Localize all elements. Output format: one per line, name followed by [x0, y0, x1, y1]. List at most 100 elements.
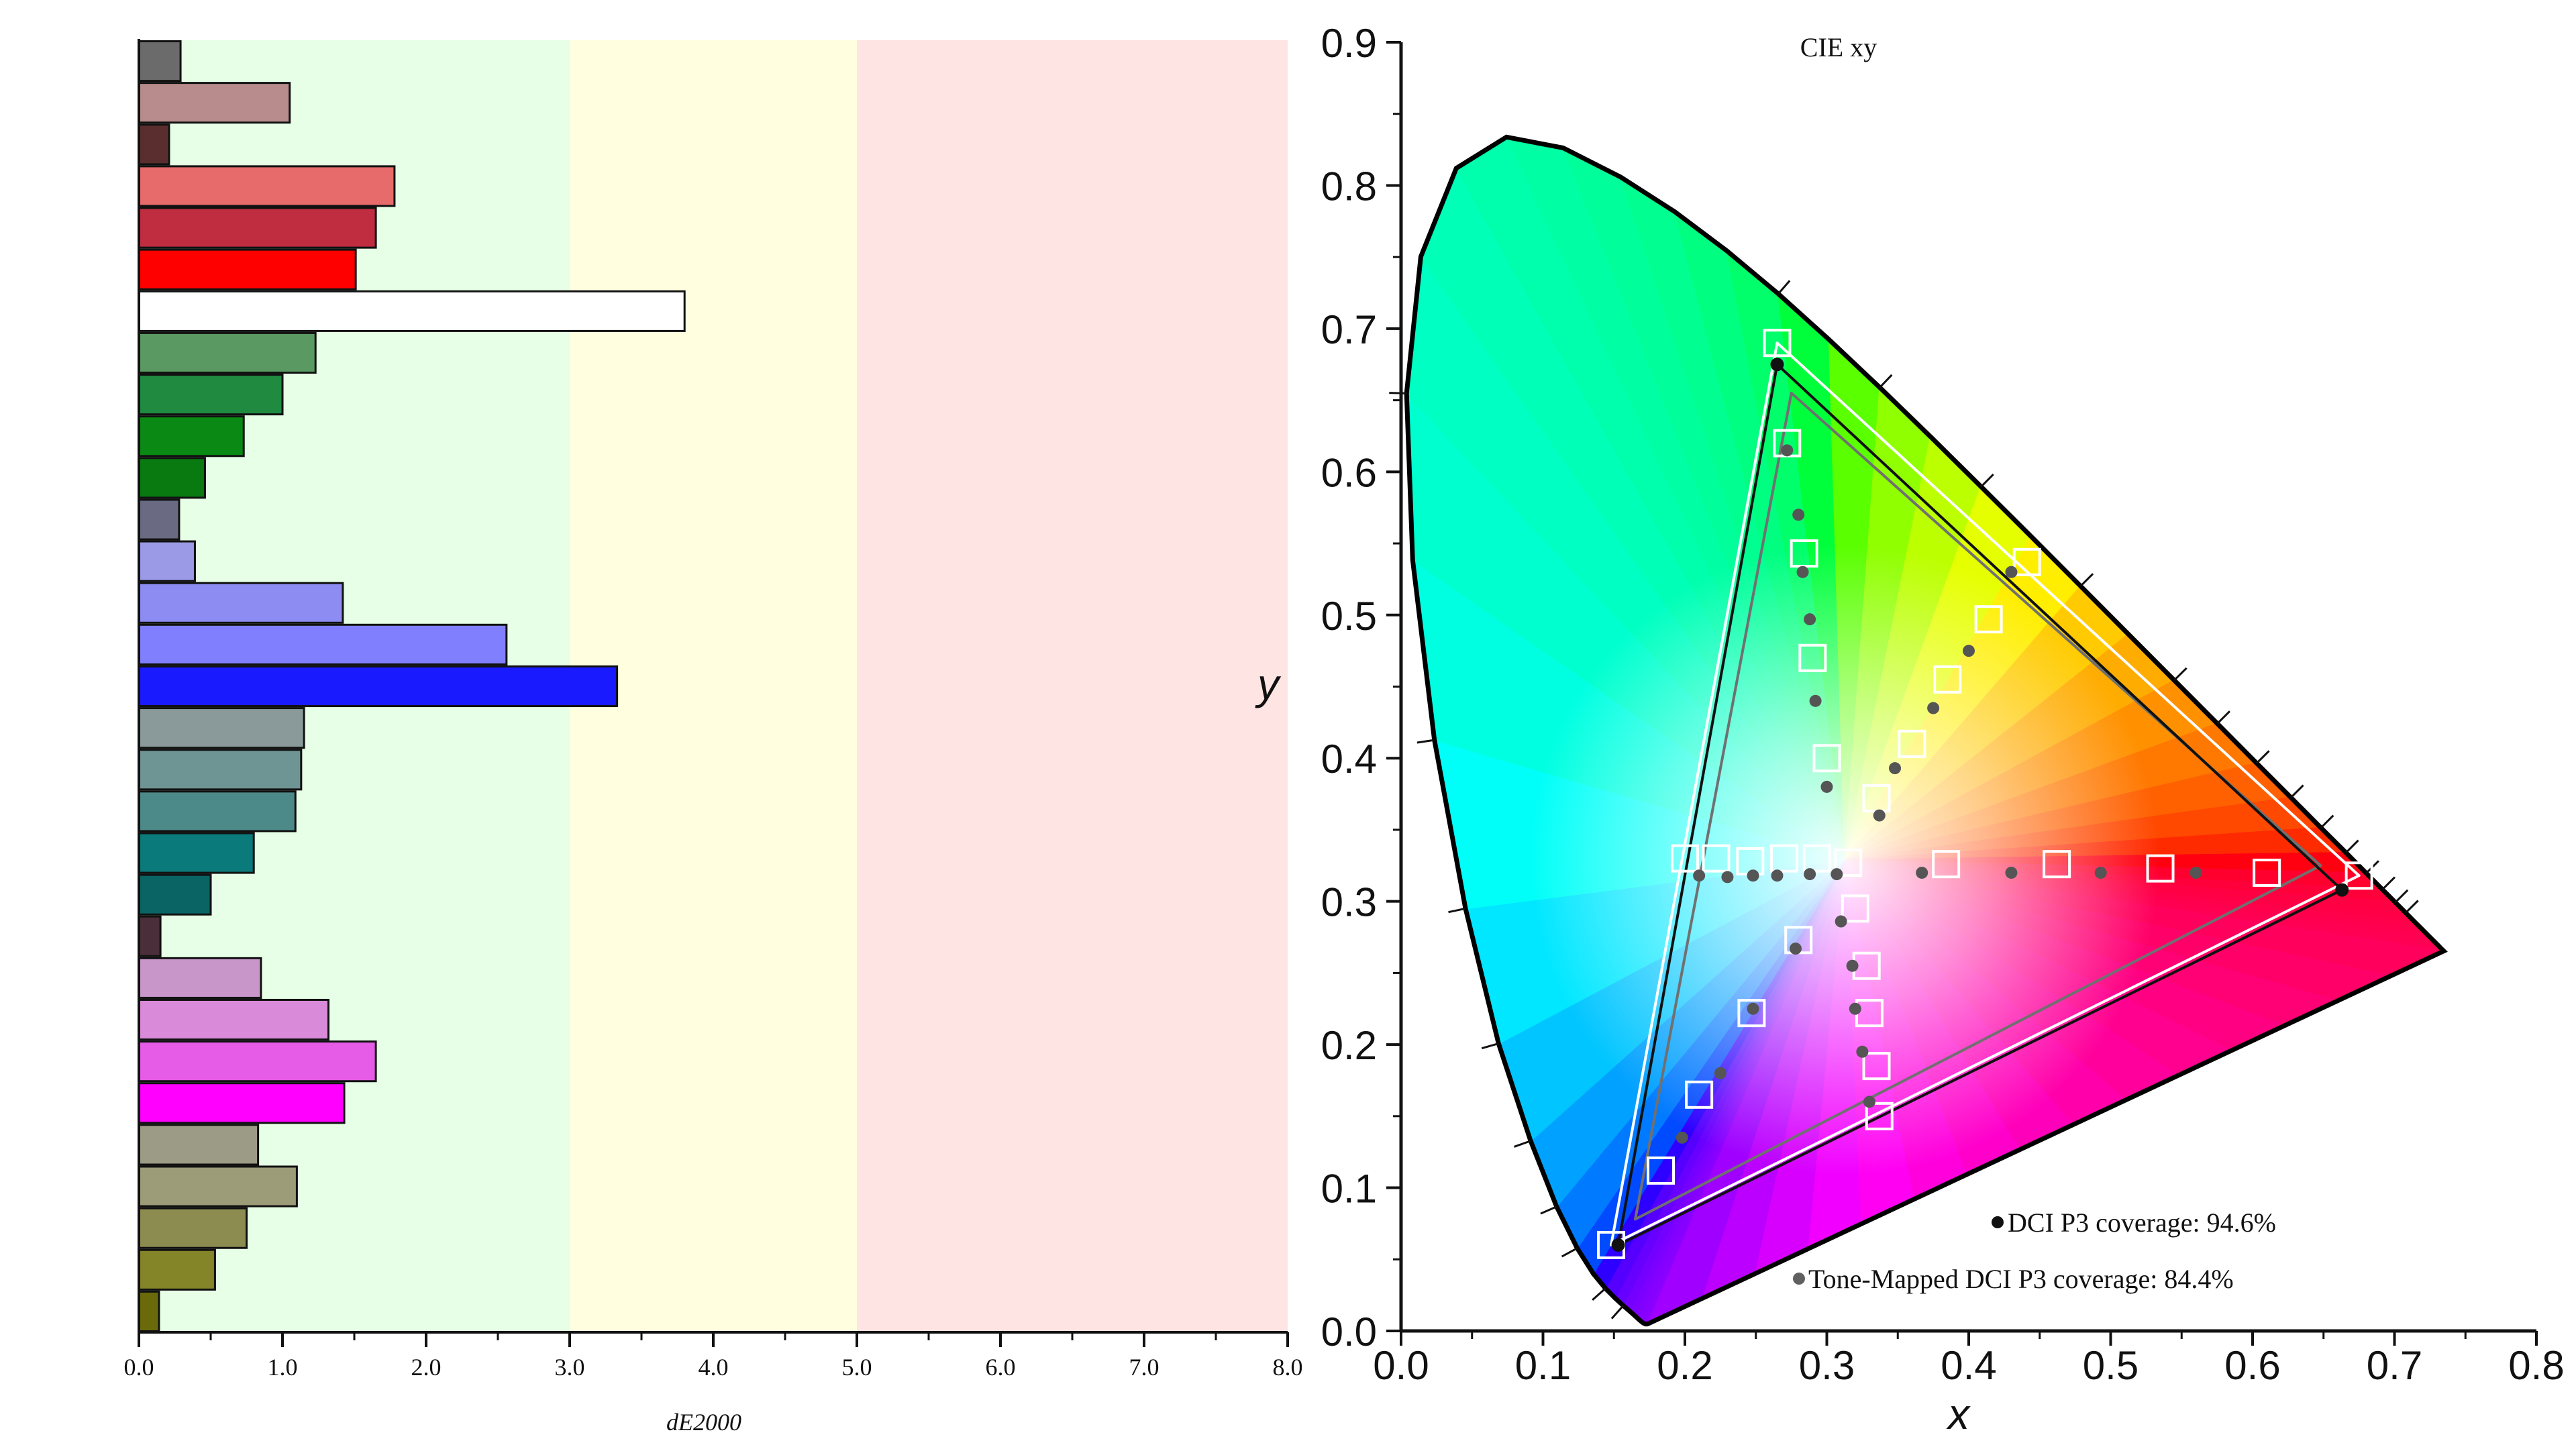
- target-square-27: [1865, 1102, 1894, 1130]
- measured-point-7: [2005, 566, 2018, 578]
- target-square-16: [1702, 844, 1731, 873]
- measured-point-29: [1863, 1095, 1875, 1108]
- bar-19: [138, 832, 255, 874]
- bar-x-tick-label-6: 6.0: [986, 1354, 1016, 1381]
- bar-12: [138, 540, 196, 582]
- measured-points: [1611, 358, 2349, 1252]
- measured-point-17: [1693, 869, 1706, 882]
- bar-11: [138, 498, 181, 541]
- cie-y-tick-label-2: 0.2: [1321, 1023, 1377, 1068]
- gamut-target-white: [1610, 341, 2361, 1246]
- bar-27: [138, 1165, 298, 1208]
- legend: DCI P3 coverage: 94.6% Tone-Mapped DCI P…: [1793, 1208, 2276, 1294]
- wavelength-tick-9: [1778, 280, 1791, 295]
- measured-point-26: [1747, 1002, 1759, 1015]
- cie-x-tick-label-3: 0.3: [1799, 1343, 1855, 1388]
- bar-18: [138, 790, 297, 833]
- de2000-bar-chart: 0.0 1.0 2.0 3.0 4.0 5.0 6.0 7.0 8.0 dE2000: [124, 39, 1303, 1436]
- wavelength-ticks: [1389, 280, 2419, 1320]
- target-square-14: [1932, 850, 1961, 879]
- wavelength-tick-4: [1514, 1140, 1531, 1148]
- bar-10: [138, 457, 206, 499]
- target-square-13: [2043, 850, 2071, 879]
- wavelength-tick-20: [2381, 876, 2396, 891]
- measured-point-8: [1963, 645, 1975, 657]
- measured-point-15: [2005, 866, 2018, 879]
- bar-24: [138, 1040, 377, 1083]
- wavelength-tick-11: [1980, 474, 1994, 488]
- target-square-6: [1974, 605, 2003, 634]
- measured-point-28: [1835, 915, 1847, 928]
- measured-point-6: [1820, 780, 1833, 793]
- gamut-tone-mapped: [1633, 391, 2322, 1221]
- measured-point-27: [1789, 943, 1802, 955]
- primary-point-2: [1611, 1238, 1625, 1252]
- bar-0: [138, 40, 182, 83]
- target-square-4: [1812, 744, 1841, 773]
- legend-marker-dci-p3: [1992, 1216, 2004, 1228]
- target-square-11: [2253, 858, 2281, 887]
- measured-point-16: [1916, 866, 1928, 879]
- bar-x-tick-label-3: 3.0: [555, 1354, 585, 1381]
- spectral-locus-outline: [1404, 134, 2448, 1327]
- measured-point-1: [1781, 444, 1794, 457]
- target-square-24: [1737, 999, 1766, 1028]
- cie-x-ticks: 0.0 0.1 0.2 0.3 0.4 0.5 0.6 0.7 0.8: [1373, 1331, 2565, 1388]
- target-square-3: [1798, 643, 1827, 672]
- cie-y-tick-label-8: 0.8: [1321, 164, 1377, 209]
- measured-point-20: [1771, 869, 1784, 882]
- bar-x-tick-label-8: 8.0: [1273, 1354, 1303, 1381]
- bar-22: [138, 957, 262, 999]
- wavelength-tick-5: [1481, 1042, 1499, 1050]
- measured-point-30: [1856, 1045, 1869, 1058]
- wavelength-tick-8: [1389, 392, 1407, 394]
- bar-5: [138, 248, 357, 290]
- cie-y-axis-label: y: [1255, 660, 1282, 708]
- measured-point-18: [1721, 871, 1734, 883]
- bar-20: [138, 873, 212, 916]
- bar-28: [138, 1207, 248, 1249]
- cie-x-tick-label-0: 0.0: [1373, 1343, 1429, 1388]
- cie-x-tick-label-1: 0.1: [1515, 1343, 1571, 1388]
- measured-point-14: [2094, 866, 2107, 879]
- cie-x-tick-label-6: 0.6: [2224, 1343, 2280, 1388]
- bar-30: [138, 1290, 160, 1333]
- bar-6: [138, 290, 686, 332]
- target-square-22: [1647, 1156, 1676, 1185]
- target-squares: [1597, 329, 2373, 1259]
- bar-4: [138, 207, 377, 249]
- wavelength-tick-12: [2079, 573, 2094, 587]
- cie-y-tick-label-1: 0.1: [1321, 1167, 1377, 1212]
- target-square-0: [1763, 329, 1792, 358]
- legend-entry-dci-p3: DCI P3 coverage: 94.6%: [2008, 1208, 2276, 1238]
- measured-point-4: [1804, 613, 1816, 626]
- primary-point-0: [1770, 358, 1784, 372]
- bar-25: [138, 1082, 346, 1124]
- cie-y-tick-label-7: 0.7: [1321, 307, 1377, 352]
- bar-9: [138, 415, 245, 458]
- bar-x-tick-label-5: 5.0: [842, 1354, 872, 1381]
- target-square-10: [2345, 861, 2373, 890]
- measured-point-2: [1792, 508, 1805, 521]
- gamut-reference: [1616, 363, 2344, 1246]
- bar-21: [138, 915, 162, 957]
- bar-x-ticks: 0.0 1.0 2.0 3.0 4.0 5.0 6.0 7.0 8.0: [124, 1332, 1303, 1381]
- target-square-23: [1685, 1080, 1714, 1109]
- measured-point-13: [2189, 866, 2202, 879]
- bar-14: [138, 623, 508, 665]
- bar-7: [138, 331, 317, 374]
- target-square-18: [1770, 844, 1799, 873]
- bar-3: [138, 165, 396, 207]
- wavelength-tick-3: [1540, 1205, 1557, 1215]
- bar-x-tick-label-1: 1.0: [268, 1354, 298, 1381]
- cie-x-tick-label-8: 0.8: [2508, 1343, 2564, 1388]
- cie-x-tick-label-4: 0.4: [1941, 1343, 1996, 1388]
- cie-x-tick-label-2: 0.2: [1657, 1343, 1712, 1388]
- target-square-28: [1862, 1052, 1891, 1081]
- bar-29: [138, 1248, 216, 1291]
- bar-23: [138, 998, 329, 1041]
- chart-title: CIE xy: [1800, 32, 1877, 62]
- cie-y-tick-label-3: 0.3: [1321, 880, 1377, 925]
- wavelength-tick-7: [1416, 739, 1435, 744]
- cie-x-axis-label: x: [1946, 1390, 1971, 1438]
